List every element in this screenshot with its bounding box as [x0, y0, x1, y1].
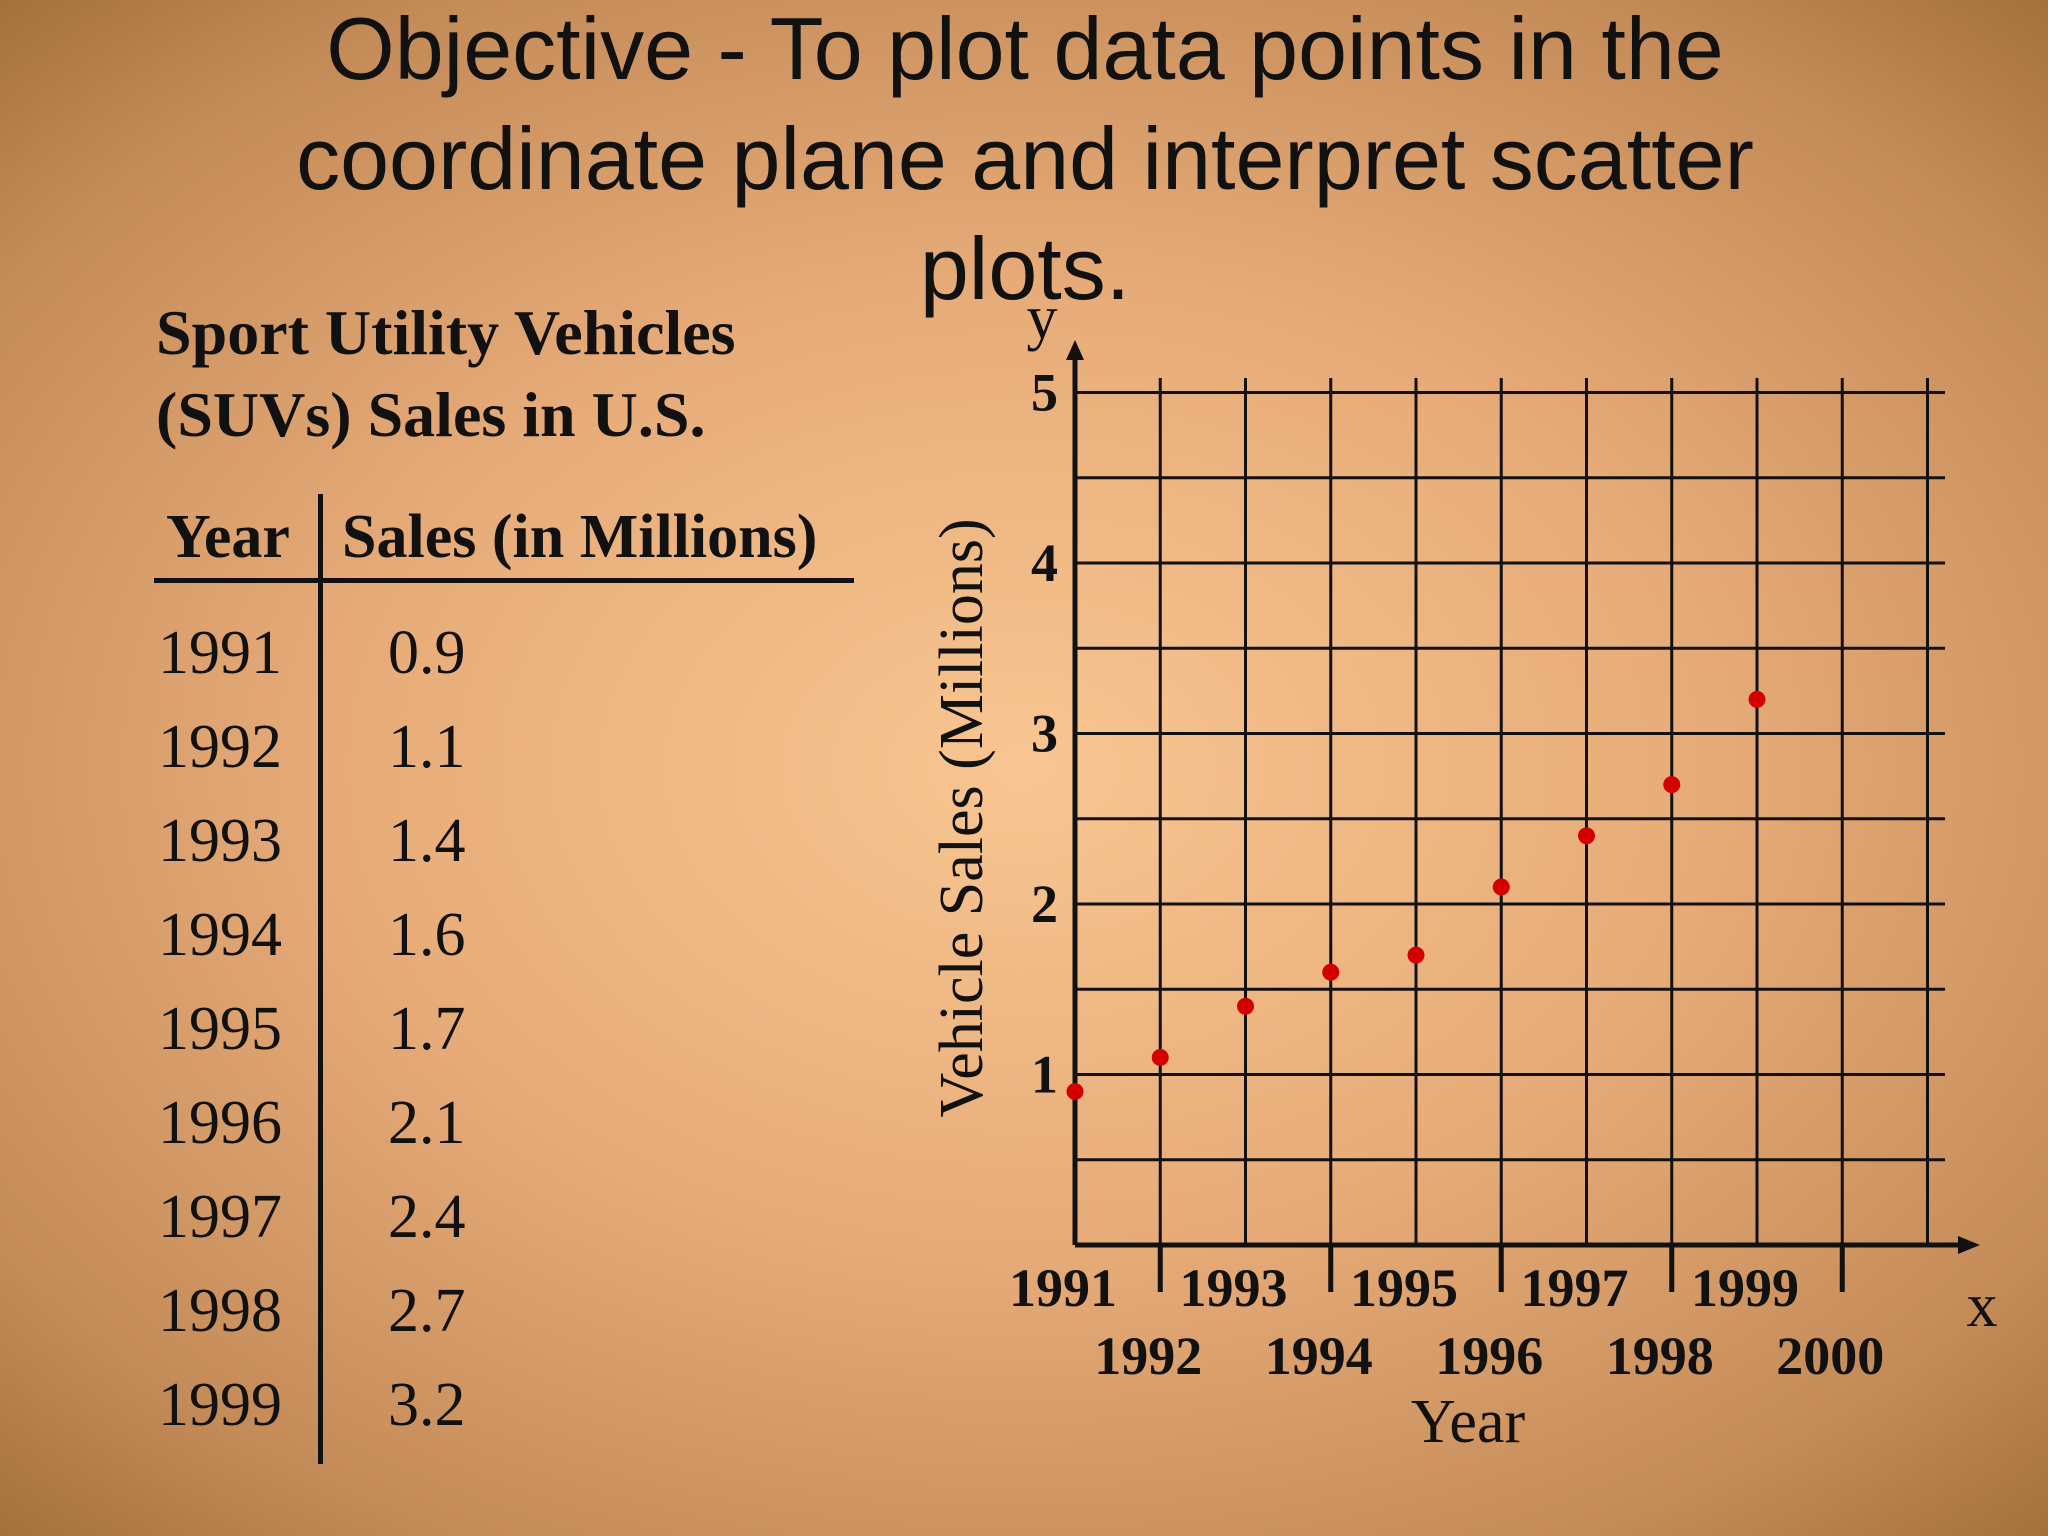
cell-year: 1995: [158, 995, 282, 1063]
x-tick-label: 1998: [1606, 1326, 1714, 1386]
table-row: 1997 2.4: [150, 1170, 850, 1264]
x-tick-label: 1999: [1691, 1258, 1799, 1318]
data-point: [1663, 776, 1681, 794]
data-point: [1151, 1048, 1169, 1066]
cell-year: 1996: [158, 1089, 282, 1157]
data-point: [1237, 997, 1254, 1015]
data-point: [1407, 946, 1425, 964]
x-tick-label: 1994: [1265, 1326, 1373, 1386]
table-row: 1996 2.1: [150, 1076, 850, 1170]
data-point: [1066, 1083, 1084, 1101]
y-tick-label: 2: [1031, 874, 1058, 934]
chart-points: [1066, 690, 1766, 1101]
x-tick-label: 1996: [1435, 1326, 1543, 1386]
cell-year: 1992: [158, 713, 282, 781]
cell-sales: 2.4: [388, 1183, 466, 1251]
x-tick-label: 1993: [1180, 1258, 1288, 1318]
column-header-sales: Sales (in Millions): [342, 503, 818, 571]
cell-sales: 3.2: [388, 1371, 466, 1439]
data-point: [1492, 878, 1510, 896]
table-row: 1991 0.9: [150, 606, 850, 700]
table-row: 1995 1.7: [150, 982, 850, 1076]
table-caption-line2: (SUVs) Sales in U.S.: [156, 379, 706, 450]
cell-sales: 1.1: [388, 713, 466, 781]
y-axis-label: Vehicle Sales (Millions): [928, 518, 996, 1117]
chart-grid: [1075, 378, 1945, 1245]
table-row: 1994 1.6: [150, 888, 850, 982]
y-tick-label: 3: [1031, 704, 1058, 764]
x-axis-arrow: [1958, 1236, 1980, 1254]
cell-year: 1997: [158, 1183, 282, 1251]
x-tick-label: 1991: [1009, 1258, 1117, 1318]
cell-year: 1994: [158, 901, 282, 969]
x-tick-label: 2000: [1776, 1326, 1884, 1386]
cell-sales: 1.7: [388, 995, 466, 1063]
table-column-divider: [318, 494, 323, 1464]
table-row: 1998 2.7: [150, 1264, 850, 1358]
table-row: 1999 3.2: [150, 1358, 850, 1452]
cell-sales: 2.1: [388, 1089, 466, 1157]
x-axis-label: Year: [1411, 1388, 1526, 1456]
y-axis-letter: y: [1027, 284, 1058, 352]
x-tick-label: 1995: [1350, 1258, 1458, 1318]
y-axis-arrow: [1066, 340, 1084, 360]
y-tick-label: 4: [1031, 533, 1058, 593]
cell-year: 1993: [158, 807, 282, 875]
cell-year: 1999: [158, 1371, 282, 1439]
y-tick-label: 5: [1031, 363, 1058, 423]
cell-sales: 1.4: [388, 807, 466, 875]
table-row: 1993 1.4: [150, 794, 850, 888]
table-caption: Sport Utility Vehicles (SUVs) Sales in U…: [156, 292, 916, 456]
table-header-divider: [154, 578, 854, 583]
table-body: 1991 0.9 1992 1.1 1993 1.4 1994 1.6 1995…: [150, 606, 850, 1452]
data-point: [1748, 690, 1766, 708]
x-tick-label: 1997: [1521, 1258, 1629, 1318]
cell-year: 1991: [158, 619, 282, 687]
data-point: [1322, 963, 1340, 981]
x-tick-label: 1992: [1094, 1326, 1202, 1386]
x-axis-letter: x: [1967, 1272, 1998, 1340]
sales-table: Year Sales (in Millions) 1991 0.9 1992 1…: [150, 490, 870, 1470]
cell-year: 1998: [158, 1277, 282, 1345]
table-caption-line1: Sport Utility Vehicles: [156, 297, 736, 368]
cell-sales: 0.9: [388, 619, 466, 687]
cell-sales: 2.7: [388, 1277, 466, 1345]
cell-sales: 1.6: [388, 901, 466, 969]
column-header-year: Year: [166, 503, 290, 571]
chart-tick-labels: 1991 1992 1993 1994 1995 1996 1997 1998 1999 2000…: [1009, 363, 1884, 1387]
slide-title: Objective - To plot data points in the c…: [296, 0, 1754, 318]
table-row: 1992 1.1: [150, 700, 850, 794]
y-tick-label: 1: [1031, 1045, 1058, 1105]
data-point: [1578, 827, 1595, 845]
